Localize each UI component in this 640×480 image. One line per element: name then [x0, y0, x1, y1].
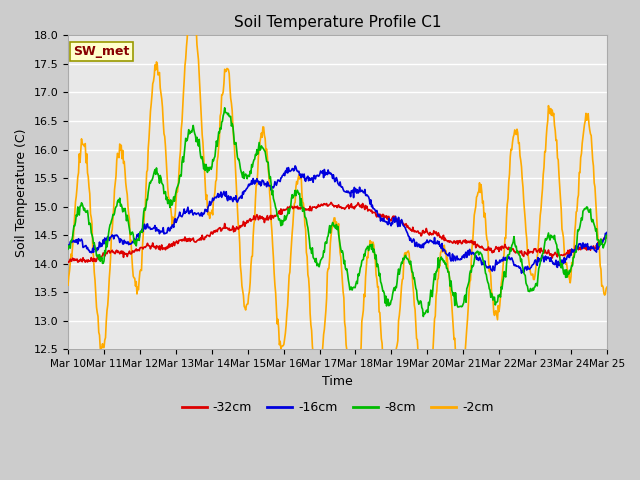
- Text: SW_met: SW_met: [74, 45, 130, 58]
- X-axis label: Time: Time: [322, 374, 353, 387]
- Legend: -32cm, -16cm, -8cm, -2cm: -32cm, -16cm, -8cm, -2cm: [177, 396, 499, 420]
- Title: Soil Temperature Profile C1: Soil Temperature Profile C1: [234, 15, 441, 30]
- Y-axis label: Soil Temperature (C): Soil Temperature (C): [15, 128, 28, 257]
